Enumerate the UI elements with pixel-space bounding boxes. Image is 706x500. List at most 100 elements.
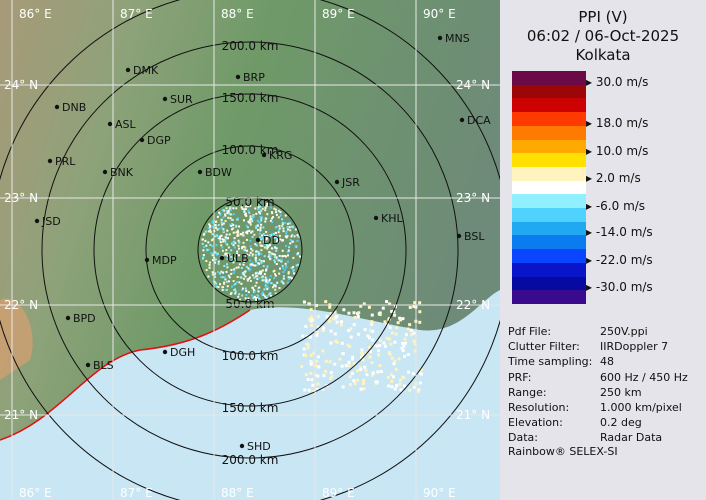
echo-pixel xyxy=(273,277,275,279)
echo-pixel xyxy=(249,215,251,217)
legend-panel: PPI (V) 06:02 / 06-Oct-2025 Kolkata ▸ 30… xyxy=(500,0,706,500)
echo-pixel xyxy=(243,246,245,248)
echo-pixel xyxy=(273,285,275,287)
info-key: Clutter Filter: xyxy=(508,340,580,353)
echo-pixel xyxy=(307,346,310,349)
echo-pixel xyxy=(231,219,233,221)
city-label-dmk: DMK xyxy=(133,64,159,77)
city-dot xyxy=(163,97,167,101)
legend-swatch xyxy=(512,249,586,263)
echo-pixel xyxy=(303,301,306,304)
echo-pixel xyxy=(237,235,239,237)
echo-pixel xyxy=(309,336,312,339)
echo-pixel xyxy=(202,257,204,259)
city-dot xyxy=(457,234,461,238)
echo-pixel xyxy=(226,234,228,236)
lat-label: 22° N xyxy=(456,298,490,312)
echo-pixel xyxy=(296,240,298,242)
echo-pixel xyxy=(221,224,223,226)
echo-pixel xyxy=(234,237,236,239)
echo-pixel xyxy=(279,227,281,229)
echo-pixel xyxy=(249,260,251,262)
echo-pixel xyxy=(250,280,252,282)
echo-pixel xyxy=(251,263,253,265)
echo-pixel xyxy=(203,254,205,256)
echo-pixel xyxy=(205,231,207,233)
legend-swatch xyxy=(512,263,586,277)
echo-pixel xyxy=(330,330,333,333)
echo-pixel xyxy=(235,225,237,227)
echo-pixel xyxy=(243,219,245,221)
range-label: 150.0 km xyxy=(222,91,279,105)
range-label: 50.0 km xyxy=(225,195,274,209)
echo-pixel xyxy=(263,279,265,281)
echo-pixel xyxy=(295,245,297,247)
echo-pixel xyxy=(379,339,382,342)
echo-pixel xyxy=(224,215,226,217)
echo-pixel xyxy=(247,226,249,228)
echo-pixel xyxy=(233,241,235,243)
echo-pixel xyxy=(394,387,397,390)
echo-pixel xyxy=(235,291,237,293)
echo-pixel xyxy=(222,230,224,232)
echo-pixel xyxy=(329,342,332,345)
echo-pixel xyxy=(259,228,261,230)
city-label-mdp: MDP xyxy=(152,254,177,267)
legend-swatch xyxy=(512,181,586,195)
echo-pixel xyxy=(399,388,402,391)
echo-pixel xyxy=(282,265,284,267)
echo-pixel xyxy=(403,385,406,388)
echo-pixel xyxy=(230,269,232,271)
echo-pixel xyxy=(417,390,420,393)
echo-pixel xyxy=(310,363,313,366)
legend-swatch xyxy=(512,140,586,154)
echo-pixel xyxy=(243,242,245,244)
echo-pixel xyxy=(258,254,260,256)
city-dot xyxy=(240,444,244,448)
echo-pixel xyxy=(252,217,254,219)
echo-pixel xyxy=(290,239,292,241)
echo-pixel xyxy=(287,229,289,231)
echo-pixel xyxy=(356,379,359,382)
echo-pixel xyxy=(249,268,251,270)
echo-pixel xyxy=(232,227,234,229)
echo-pixel xyxy=(307,343,310,346)
city-label-prl: PRL xyxy=(55,155,76,168)
lon-label: 89° E xyxy=(322,7,355,21)
echo-pixel xyxy=(250,224,252,226)
echo-pixel xyxy=(258,222,260,224)
echo-pixel xyxy=(288,278,290,280)
echo-pixel xyxy=(287,254,289,256)
echo-pixel xyxy=(393,360,396,363)
echo-pixel xyxy=(369,356,372,359)
echo-pixel xyxy=(296,234,298,236)
legend-swatch xyxy=(512,290,586,304)
echo-pixel xyxy=(371,321,374,324)
echo-pixel xyxy=(401,347,404,350)
echo-pixel xyxy=(310,308,313,311)
city-dot xyxy=(86,363,90,367)
info-value: 600 Hz / 450 Hz xyxy=(600,371,688,384)
echo-pixel xyxy=(325,360,328,363)
echo-pixel xyxy=(280,215,282,217)
echo-pixel xyxy=(393,314,396,317)
echo-pixel xyxy=(233,289,235,291)
echo-pixel xyxy=(206,249,208,251)
echo-pixel xyxy=(241,247,243,249)
echo-pixel xyxy=(230,213,232,215)
echo-pixel xyxy=(398,383,401,386)
echo-pixel xyxy=(317,365,320,368)
echo-pixel xyxy=(305,373,308,376)
echo-pixel xyxy=(395,326,398,329)
info-row: Range: 250 km xyxy=(508,386,547,399)
legend-swatch xyxy=(512,194,586,208)
echo-pixel xyxy=(215,252,217,254)
echo-pixel xyxy=(264,273,266,275)
radar-map[interactable]: 50.0 km50.0 km100.0 km100.0 km150.0 km15… xyxy=(0,0,500,500)
echo-pixel xyxy=(260,237,262,239)
echo-pixel xyxy=(260,224,262,226)
echo-pixel xyxy=(387,384,390,387)
echo-pixel xyxy=(261,293,263,295)
echo-pixel xyxy=(353,323,356,326)
echo-pixel xyxy=(269,258,271,260)
